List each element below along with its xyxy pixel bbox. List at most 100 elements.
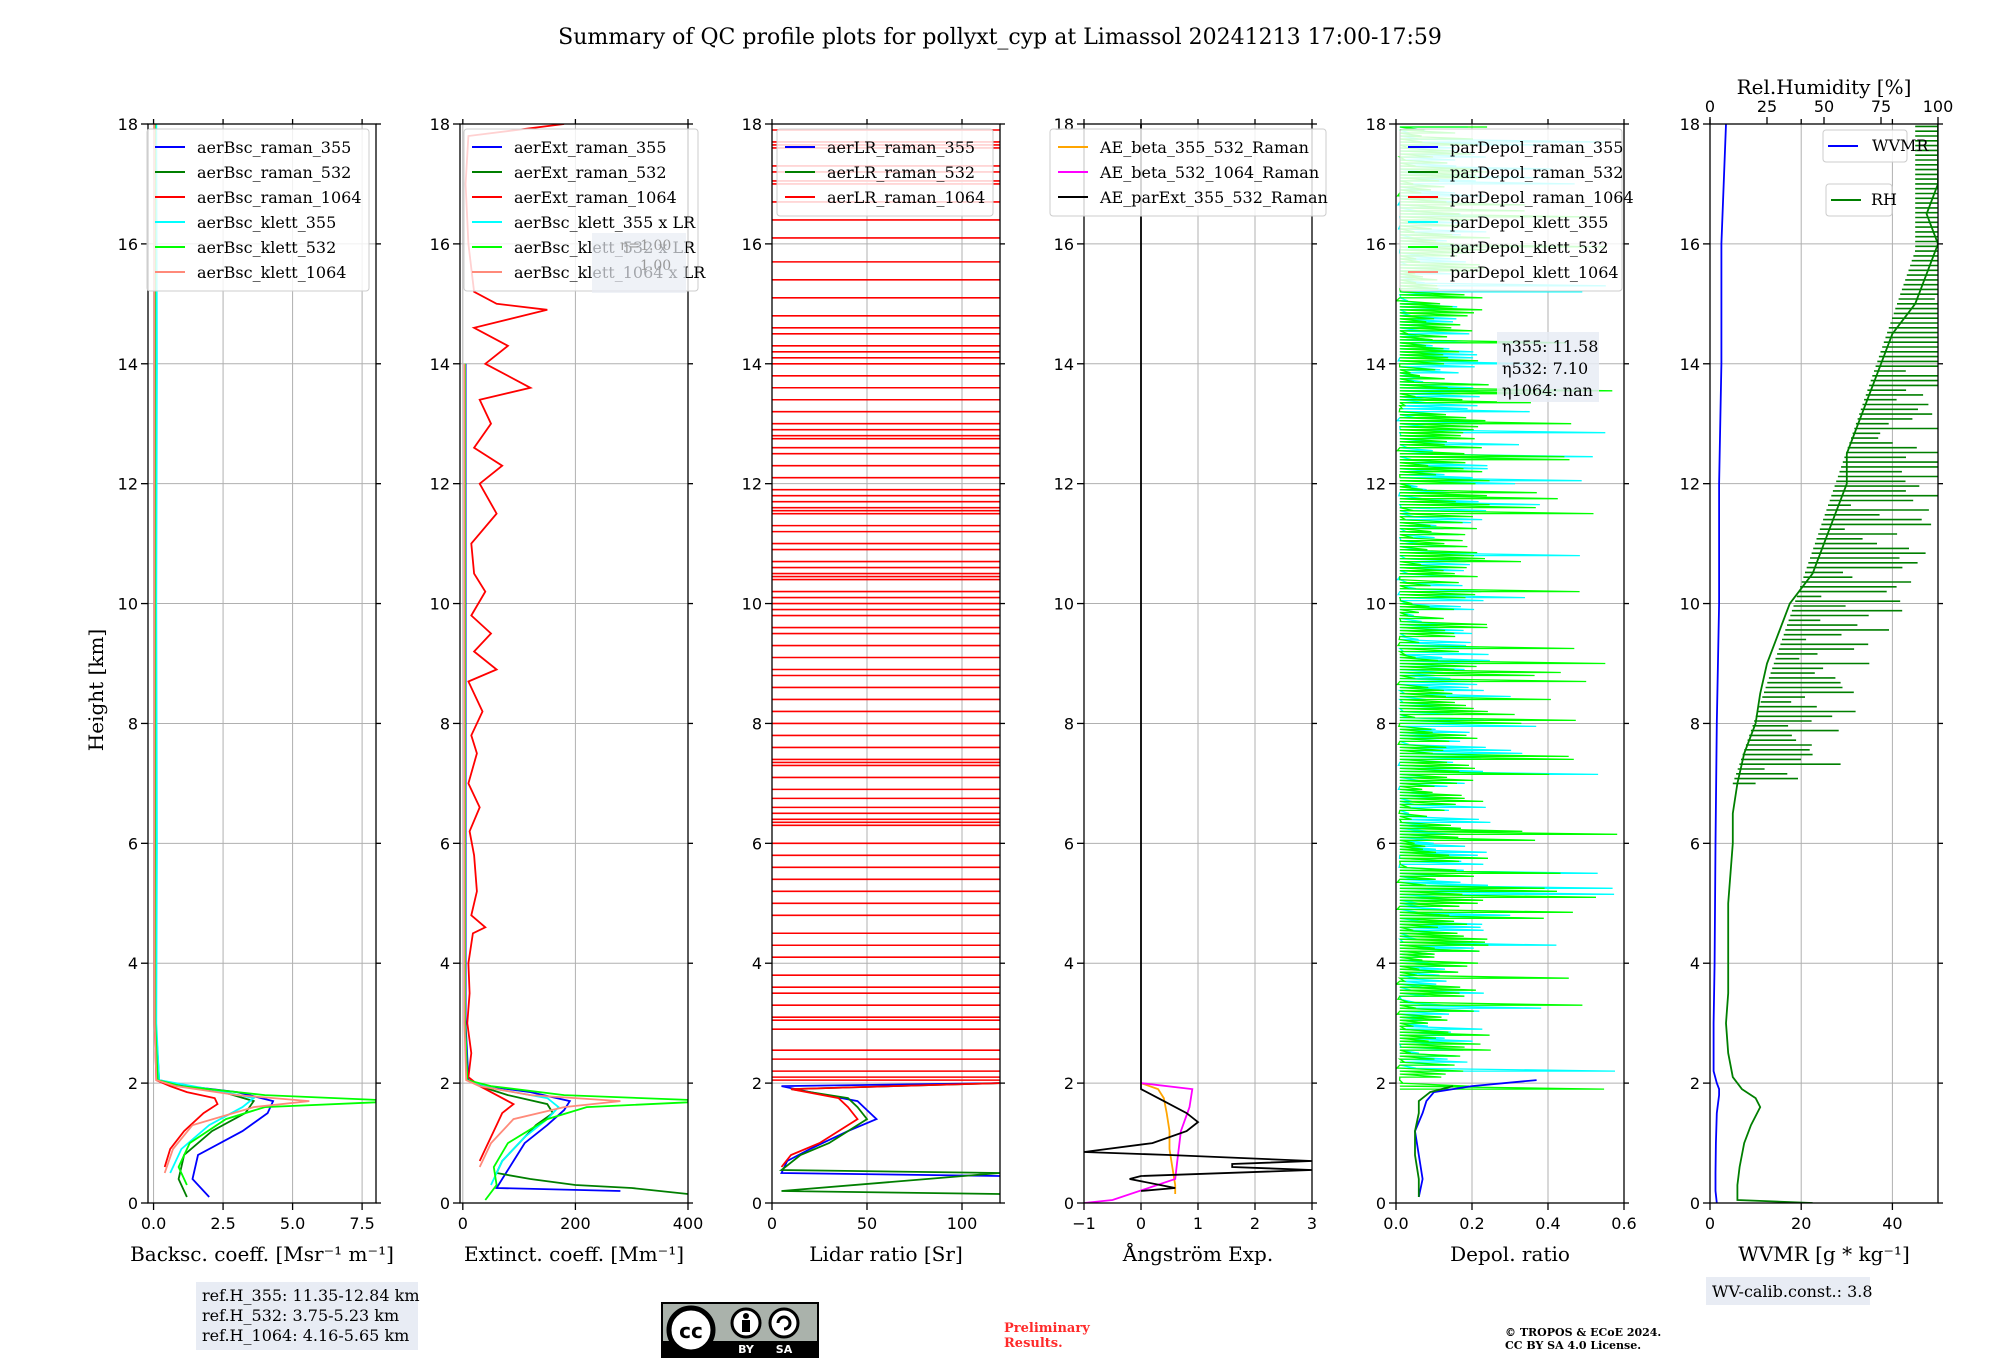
legend-label-WVMR: WVMR [1872, 136, 1929, 155]
y-tick-label: 2 [1064, 1074, 1074, 1093]
x-axis-label-wvmr: WVMR [g * kg⁻¹] [1738, 1242, 1910, 1266]
y-tick-label: 8 [1690, 714, 1700, 733]
legend-wvmr: WVMR RH [1822, 129, 1929, 217]
legend-lidar_ratio: aerLR_raman_355 aerLR_raman_532 aerLR_rama… [776, 128, 994, 217]
legend-box [1049, 128, 1327, 217]
legend-depol: parDepol_raman_355 parDepol_raman_532 parD… [1399, 128, 1634, 292]
legend-label-parDepol_raman_355: parDepol_raman_355 [1450, 138, 1623, 157]
x-tick-label: 0 [1705, 1214, 1715, 1233]
y-tick-label: 10 [1054, 595, 1074, 614]
x-axis-label-depol: Depol. ratio [1450, 1242, 1570, 1266]
y-tick-label: 6 [1376, 834, 1386, 853]
legend-label-parDepol_raman_1064: parDepol_raman_1064 [1450, 188, 1634, 207]
legend-label-aerLR_raman_1064: aerLR_raman_1064 [827, 188, 985, 207]
y-tick-label: 16 [1366, 235, 1386, 254]
legend-label-AE_beta_355_532_Raman: AE_beta_355_532_Raman [1099, 138, 1309, 157]
y-tick-label: 18 [742, 115, 762, 134]
y-tick-label: 0 [1064, 1194, 1074, 1213]
x2-axis-label: Rel.Humidity [%] [1737, 75, 1912, 99]
legend-label-aerBsc_klett_532: aerBsc_klett_532 [197, 238, 336, 257]
by-icon-body [742, 1320, 750, 1332]
legend-label-aerLR_raman_355: aerLR_raman_355 [827, 138, 975, 157]
x-tick-label: 0.2 [1459, 1214, 1484, 1233]
reference-height-line: ref.H_1064: 4.16-5.65 km [202, 1326, 409, 1345]
license-badge[interactable]: cc BY SA [661, 1302, 819, 1358]
y-tick-label: 8 [752, 714, 762, 733]
series-line-aerLR_raman_532 [778, 1082, 1000, 1195]
legend-label-aerBsc_klett_1064: aerBsc_klett_1064 [197, 263, 346, 282]
copyright-line-1: © TROPOS & ECoE 2024. [1505, 1326, 1661, 1339]
y-tick-label: 2 [440, 1074, 450, 1093]
eta-value: η1064: nan [1502, 381, 1593, 400]
y-tick-label: 6 [1690, 834, 1700, 853]
y-tick-label: 2 [128, 1074, 138, 1093]
y-tick-label: 8 [440, 714, 450, 733]
panel-wvmr: 0 2 4 6 8 10 12 14 16 18 0 20 40 WVMR [g * kg⁻¹] 0 25 50… [1680, 75, 1953, 1305]
series-line-aerBsc_klett_355 [155, 124, 256, 1174]
legend-label-aerExt_raman_532: aerExt_raman_532 [514, 163, 667, 182]
legend-label-parDepol_raman_532: parDepol_raman_532 [1450, 163, 1623, 182]
legend-label-aerBsc_raman_1064: aerBsc_raman_1064 [197, 188, 362, 207]
data-area-backscatter [153, 124, 376, 1198]
x-tick-label: 0 [458, 1214, 468, 1233]
wv-calibration-constant: WV-calib.const.: 3.8 [1712, 1282, 1873, 1301]
y-tick-label: 10 [742, 595, 762, 614]
series-line-aerExt_raman_1064 [464, 124, 565, 1162]
x-tick-label: 400 [673, 1214, 704, 1233]
x2-tick-label: 0 [1705, 97, 1715, 116]
y-tick-label: 2 [752, 1074, 762, 1093]
y-tick-label: 16 [742, 235, 762, 254]
legend-label-aerBsc_raman_355: aerBsc_raman_355 [197, 138, 351, 157]
legend-label-aerBsc_klett_355 x LR: aerBsc_klett_355 x LR [514, 213, 696, 232]
y-tick-label: 18 [1366, 115, 1386, 134]
data-area-lidar_ratio [772, 129, 1000, 1195]
plot-frame-backscatter [147, 123, 377, 1204]
legend-box [1399, 128, 1623, 292]
series-line-AE_beta_532_1064_Raman [1084, 1082, 1194, 1203]
x-axis-label-angstrom: Ångström Exp. [1122, 1241, 1273, 1266]
legend-label-AE_parExt_355_532_Raman: AE_parExt_355_532_Raman [1099, 188, 1328, 207]
x-tick-label: 40 [1882, 1214, 1902, 1233]
series-line-parDepol_raman_355 [1414, 1079, 1537, 1198]
x-tick-label: 2 [1250, 1214, 1260, 1233]
reference-height-box [196, 1282, 418, 1350]
reference-height-line: ref.H_532: 3.75-5.23 km [202, 1306, 399, 1325]
y-tick-label: 6 [1064, 834, 1074, 853]
x2-tick-label: 25 [1757, 97, 1777, 116]
x-tick-label: 7.5 [349, 1214, 374, 1233]
y-tick-label: 6 [440, 834, 450, 853]
y-tick-label: 4 [1064, 954, 1074, 973]
y-tick-label: 14 [742, 355, 762, 374]
y-tick-label: 12 [430, 475, 450, 494]
legend-label-RH: RH [1871, 190, 1897, 209]
x-tick-label: 0.6 [1611, 1214, 1636, 1233]
y-tick-label: 16 [118, 235, 138, 254]
y-tick-label: 8 [1376, 714, 1386, 733]
wv-calibration-box [1706, 1277, 1870, 1305]
y-tick-label: 8 [128, 714, 138, 733]
y-tick-label: 6 [752, 834, 762, 853]
figure-title: Summary of QC profile plots for pollyxt_… [558, 25, 1442, 50]
cc-circle [666, 1305, 716, 1355]
x-tick-label: 50 [857, 1214, 877, 1233]
by-icon-head [743, 1313, 749, 1319]
y-tick-label: 2 [1376, 1074, 1386, 1093]
eta-value: η355: 11.58 [1502, 337, 1598, 356]
plot-frame-lidar_ratio [771, 123, 1001, 1204]
x-axis-label-backscatter: Backsc. coeff. [Msr⁻¹ m⁻¹] [130, 1242, 394, 1266]
y-tick-label: 4 [1690, 954, 1700, 973]
x-tick-label: 1 [1193, 1214, 1203, 1233]
y-tick-label: 18 [1680, 115, 1700, 134]
legend-label-parDepol_klett_1064: parDepol_klett_1064 [1450, 263, 1619, 282]
legend-label-aerLR_raman_532: aerLR_raman_532 [827, 163, 975, 182]
y-tick-label: 12 [742, 475, 762, 494]
x-tick-label: 200 [560, 1214, 591, 1233]
cc-label: cc [679, 1319, 703, 1343]
legend-angstrom: AE_beta_355_532_Raman AE_beta_532_1064_Ra… [1049, 128, 1328, 217]
eta-box [1497, 332, 1599, 402]
reference-height-line: ref.H_355: 11.35-12.84 km [202, 1286, 420, 1305]
y-axis-label: Height [km] [84, 629, 108, 751]
